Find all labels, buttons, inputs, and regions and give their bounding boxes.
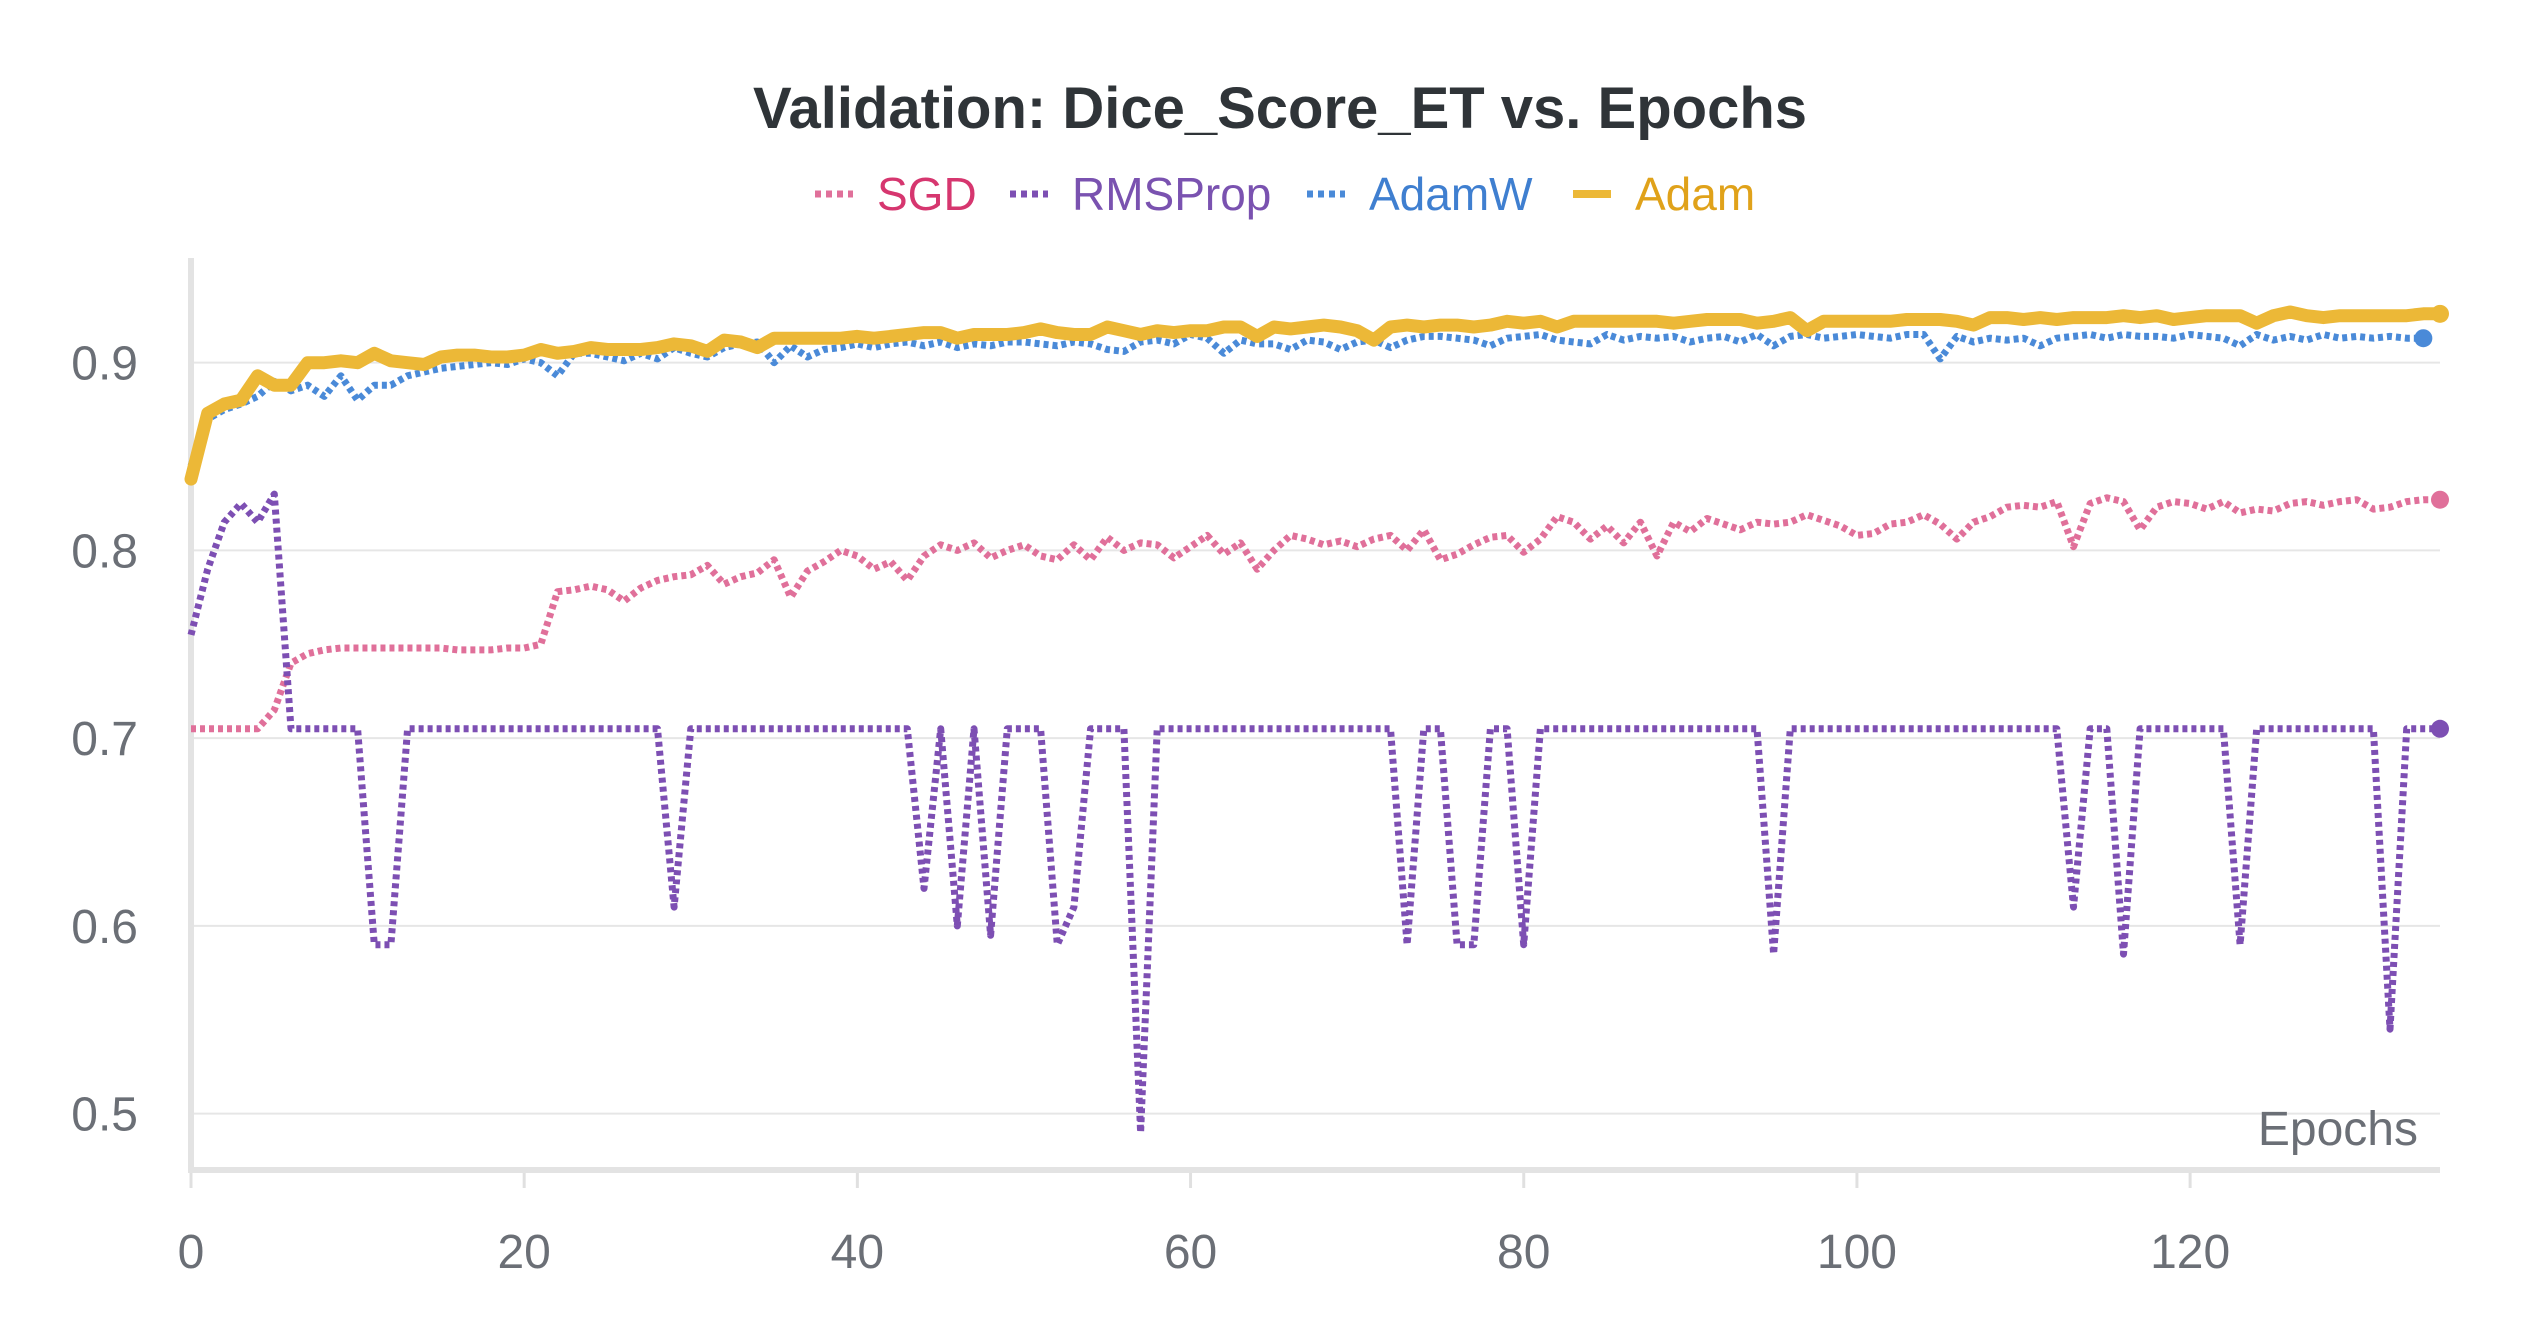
legend-label: Adam bbox=[1635, 168, 1755, 220]
series-end-point-adam bbox=[2431, 304, 2449, 323]
x-tick-label: 20 bbox=[497, 1226, 550, 1279]
y-tick-label: 0.5 bbox=[71, 1089, 138, 1142]
series-end-point-rmsprop bbox=[2431, 719, 2449, 738]
x-tick-label: 80 bbox=[1497, 1226, 1550, 1279]
legend-item-sgd[interactable]: SGD bbox=[815, 168, 977, 220]
x-tick-label: 100 bbox=[1817, 1226, 1897, 1279]
legend-label: AdamW bbox=[1369, 168, 1533, 220]
chart-title: Validation: Dice_Score_ET vs. Epochs bbox=[753, 76, 1807, 141]
series-line-adamw bbox=[187, 331, 2424, 468]
x-axis-label: Epochs bbox=[2258, 1103, 2418, 1156]
legend-label: SGD bbox=[877, 168, 977, 220]
legend-item-adamw[interactable]: AdamW bbox=[1307, 168, 1533, 220]
series-line-adam bbox=[184, 305, 2447, 486]
legend-item-rmsprop[interactable]: RMSProp bbox=[1010, 168, 1271, 220]
legend: SGD RMSProp AdamW Adam bbox=[815, 168, 1755, 220]
y-ticks: 0.5 0.6 0.7 0.8 0.9 bbox=[71, 338, 138, 1142]
y-tick-label: 0.8 bbox=[71, 525, 138, 578]
series-end-point-adamw bbox=[2414, 329, 2433, 348]
series-end-point-sgd bbox=[2431, 490, 2449, 509]
y-tick-label: 0.7 bbox=[71, 713, 138, 766]
legend-label: RMSProp bbox=[1072, 168, 1271, 220]
y-tick-label: 0.9 bbox=[71, 338, 138, 391]
grid bbox=[189, 361, 2440, 1188]
x-ticks: 0 20 40 60 80 100 120 bbox=[178, 1226, 2231, 1279]
x-tick-label: 40 bbox=[831, 1226, 884, 1279]
series-line-rmsprop bbox=[187, 490, 2440, 1136]
x-tick-label: 0 bbox=[178, 1226, 205, 1279]
series-layer bbox=[184, 304, 2449, 1136]
legend-item-adam[interactable]: Adam bbox=[1573, 168, 1755, 220]
axes bbox=[188, 258, 2440, 1173]
x-tick-label: 120 bbox=[2150, 1226, 2230, 1279]
y-tick-label: 0.6 bbox=[71, 901, 138, 954]
series-line-sgd bbox=[191, 494, 2440, 733]
x-tick-label: 60 bbox=[1164, 1226, 1217, 1279]
